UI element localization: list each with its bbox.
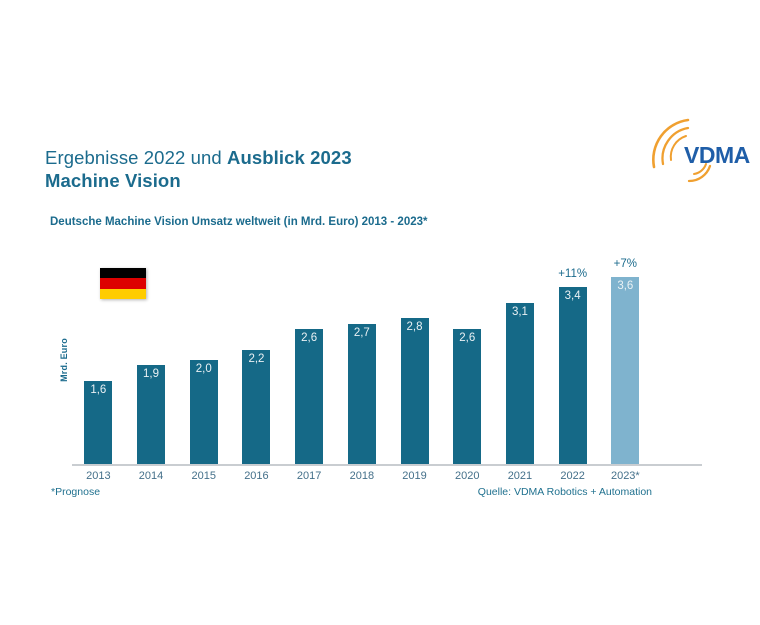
x-axis-tick-label: 2023* [610,470,640,482]
flag-stripe-black [100,268,146,279]
vdma-wordmark: VDMA [684,142,750,168]
x-axis-tick-label: 2013 [86,470,111,482]
y-axis-label: Mrd. Euro [59,338,69,382]
bar-slot: 2,7 2018 [336,244,389,482]
bar-value-label: 2,6 [459,332,476,344]
bar-value-label: 3,6 [617,280,634,292]
bar-slot: 1,6 2013 [72,244,125,482]
vdma-logo: VDMA [650,113,754,187]
bar: 2,8 [400,318,429,464]
bar-slot: 1,9 2014 [125,244,178,482]
source-label: Quelle: VDMA Robotics + Automation [477,486,652,498]
bar-slot: 2,6 2017 [283,244,336,482]
bar: 2,6 [295,329,324,464]
growth-label: +7% [613,258,638,270]
flag-stripe-gold [100,288,146,299]
bar-value-label: 1,6 [90,384,107,396]
bar-value-label: 2,0 [195,363,212,375]
flag-stripe-red [100,278,146,289]
title-line1-bold: Ausblick 2023 [227,147,352,168]
bar-forecast: 3,6 [611,277,640,464]
title-line1: Ergebnisse 2022 und Ausblick 2023 [45,146,352,169]
bar-value-label: 2,8 [406,321,423,333]
bar: 3,1 [505,303,534,464]
x-axis-tick-label: 2020 [454,470,480,482]
bar: 1,9 [137,365,166,464]
x-axis-tick-label: 2022 [560,470,585,482]
title-line2: Machine Vision [45,170,181,191]
x-axis-tick-label: 2018 [349,470,375,482]
title-line1-regular: Ergebnisse 2022 und [45,147,227,168]
bar-value-label: 2,7 [353,327,370,339]
x-axis-tick-label: 2021 [507,470,533,482]
x-axis-line [72,464,702,466]
bar: 2,6 [453,329,482,464]
bar-slot: 3,1 2021 [494,244,547,482]
bar-value-label: 2,6 [301,332,318,344]
x-axis-tick-label: 2017 [296,470,322,482]
bar-value-label: 3,4 [564,290,581,302]
bar: 2,2 [242,350,271,464]
footnote: *Prognose [51,486,101,498]
x-axis-tick-label: 2019 [402,470,427,482]
chart-title: Deutsche Machine Vision Umsatz weltweit … [50,216,428,228]
vdma-logo-arcs-icon: VDMA [652,118,750,183]
bar: 3,4 [558,287,587,464]
bar-slot: 2,2 2016 [230,244,283,482]
bar-value-label: 3,1 [511,306,528,318]
x-axis-tick-label: 2014 [138,470,164,482]
plot-area: 1,6 2013 1,9 2014 2,0 2015 2,2 2016 2,6 2017 2,7 20… [72,244,652,482]
bar-value-label: 1,9 [143,368,160,380]
bar-slot: 2,0 2015 [177,244,230,482]
bar-slot: 2,8 2019 [388,244,441,482]
x-axis-tick-label: 2016 [244,470,269,482]
bar-value-label: 2,2 [248,353,265,365]
bar: 2,7 [347,324,376,464]
bar-slot: 2,6 2020 [441,244,494,482]
bar: 1,6 [84,381,113,464]
bar-slot: +11% 3,4 2022 [546,244,599,482]
growth-label: +11% [558,268,588,280]
bar: 2,0 [189,360,218,464]
bar-slot: +7% 3,6 2023* [599,244,652,482]
page-title: Ergebnisse 2022 und Ausblick 2023 Machin… [45,146,352,192]
x-axis-tick-label: 2015 [191,470,216,482]
germany-flag-icon [100,268,146,299]
